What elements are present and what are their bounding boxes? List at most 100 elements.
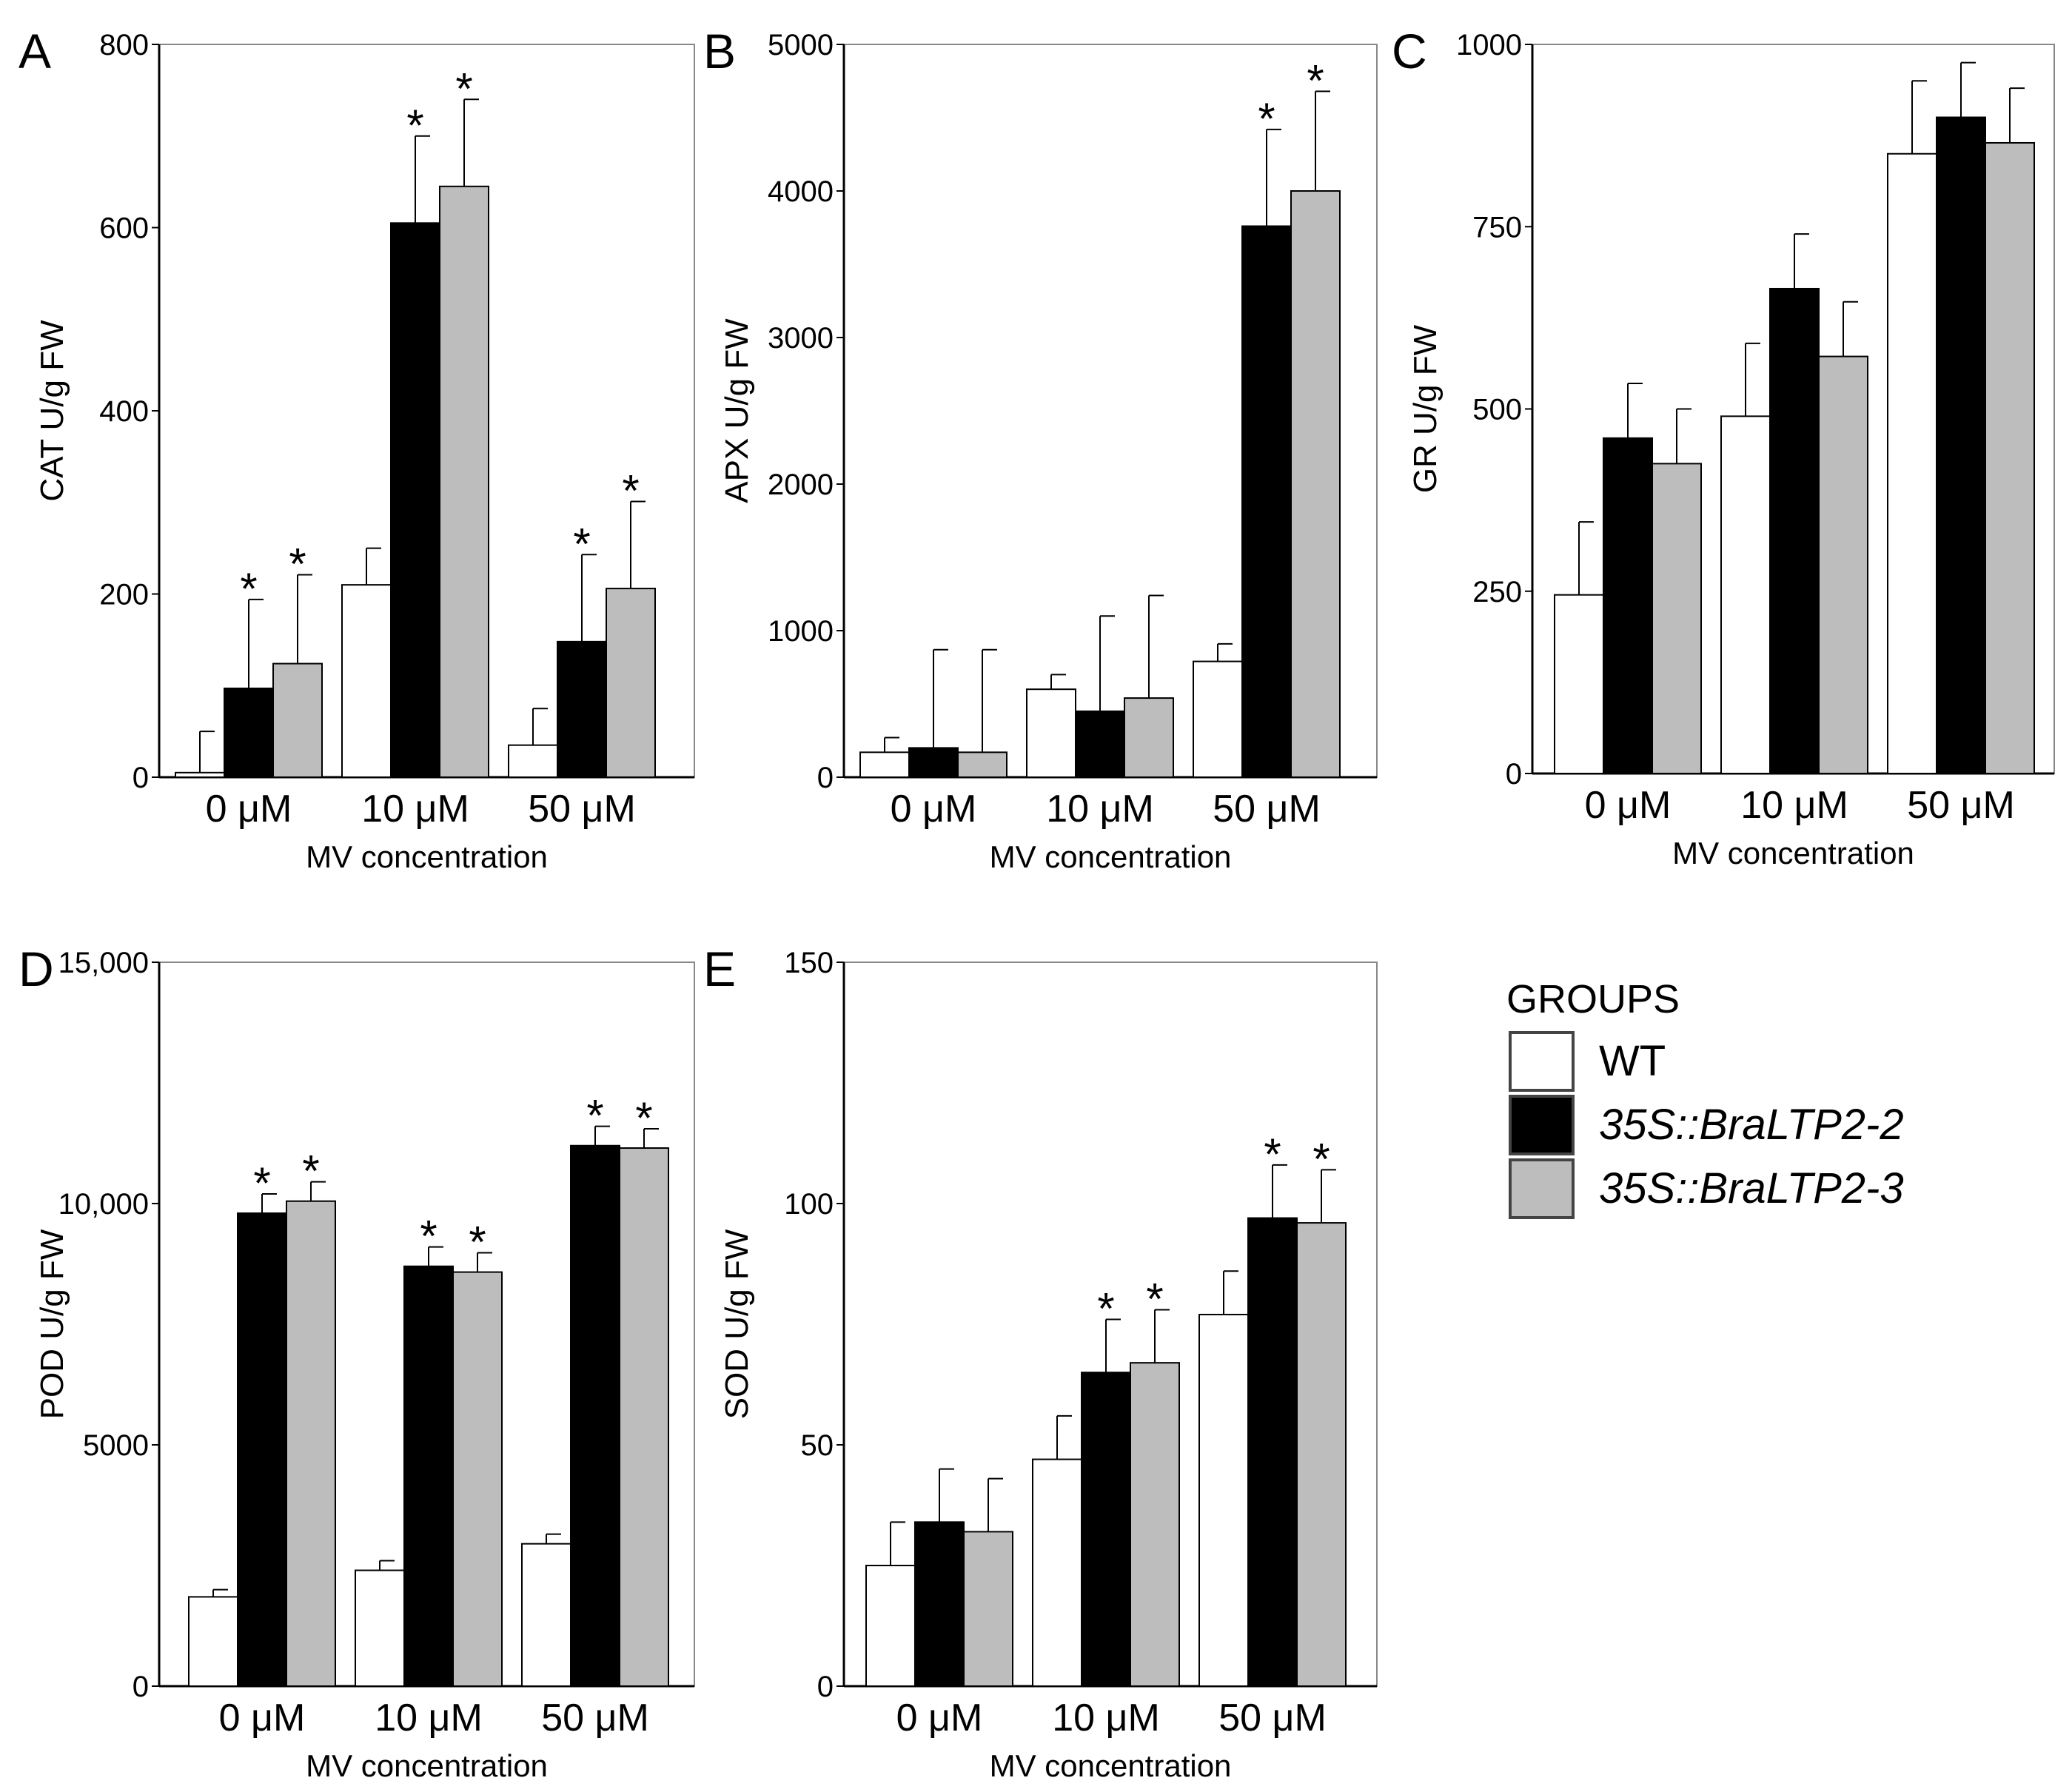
bar	[1247, 1217, 1298, 1688]
significance-star: *	[635, 1093, 652, 1143]
bar	[439, 185, 489, 778]
y-axis-title: GR U/g FW	[1407, 324, 1444, 493]
bar	[341, 584, 392, 778]
significance-star: *	[289, 540, 306, 589]
x-tick-label: 0 μM	[206, 788, 292, 830]
bar	[1985, 141, 2035, 775]
x-tick-label: 10 μM	[375, 1697, 483, 1739]
bar	[272, 662, 323, 778]
x-tick-label: 0 μM	[1585, 784, 1672, 827]
significance-star: *	[1097, 1283, 1114, 1333]
bar	[188, 1596, 238, 1687]
panel-D: 0 5000 10,000 15,000 * * * * * * 0 μM 10 μM 50 μM MV …	[19, 942, 695, 1783]
significance-star: *	[1312, 1134, 1330, 1184]
panel-C: 0 250 500 750 1000 0 μM 10 μM 50 μM MV concentra…	[1392, 24, 2055, 870]
bar	[1032, 1458, 1082, 1688]
bar	[1296, 1222, 1347, 1687]
bar	[570, 1144, 620, 1687]
panel-letter: D	[19, 942, 54, 996]
bar	[963, 1531, 1013, 1688]
bar	[914, 1521, 965, 1688]
bar	[355, 1569, 405, 1688]
legend-swatch	[1509, 1158, 1575, 1219]
bar	[1075, 710, 1125, 779]
bar	[390, 222, 440, 778]
bar	[237, 1212, 287, 1688]
significance-star: *	[420, 1212, 437, 1261]
y-tick-label: 600	[99, 212, 149, 245]
bar	[175, 771, 225, 778]
y-tick-label: 400	[99, 395, 149, 428]
bar	[286, 1200, 336, 1687]
x-tick-label: 0 μM	[891, 788, 977, 830]
bar	[606, 588, 656, 779]
x-axis-title: MV concentration	[990, 1748, 1232, 1783]
significance-star: *	[1264, 1130, 1281, 1179]
bar	[1887, 152, 1937, 774]
panels: 0 200 400 600 800 * * * * * * 0 μM 10 μM 50 μM MV conc…	[19, 24, 2055, 1783]
bar	[908, 747, 959, 779]
x-tick-label: 0 μM	[219, 1697, 306, 1739]
x-tick-label: 0 μM	[896, 1697, 983, 1739]
x-tick-label: 50 μM	[1218, 1697, 1327, 1739]
y-tick-label: 50	[801, 1429, 834, 1462]
bar	[1193, 660, 1243, 779]
x-tick-label: 50 μM	[1907, 784, 2015, 827]
x-axis-title: MV concentration	[306, 839, 548, 874]
significance-star: *	[455, 64, 472, 113]
y-tick-label: 0	[133, 762, 149, 794]
panel-letter: C	[1392, 24, 1427, 78]
bar	[1554, 594, 1604, 774]
y-tick-label: 0	[1506, 758, 1522, 791]
bar	[403, 1265, 454, 1687]
panel-letter: E	[703, 942, 736, 996]
legend-label: 35S::BraLTP2-3	[1599, 1164, 1904, 1212]
bar	[1769, 287, 1820, 775]
x-tick-label: 10 μM	[1740, 784, 1848, 827]
x-tick-label: 10 μM	[1046, 788, 1154, 830]
bar	[859, 751, 910, 779]
y-tick-label: 1000	[1456, 29, 1522, 61]
y-tick-label: 100	[784, 1188, 834, 1221]
bar	[1198, 1313, 1249, 1687]
bar	[1130, 1362, 1180, 1688]
bar	[1652, 463, 1702, 774]
significance-star: *	[406, 101, 423, 150]
bar	[224, 687, 274, 779]
y-axis-title: APX U/g FW	[719, 318, 755, 503]
bar	[557, 640, 607, 778]
y-tick-label: 5000	[83, 1429, 149, 1462]
panel-E: 0 50 100 150 * * * * 0 μM 10 μM 50 μM MV concentrat…	[703, 942, 1378, 1783]
y-tick-label: 150	[784, 947, 834, 979]
y-axis-title: CAT U/g FW	[34, 320, 70, 502]
legend-label: 35S::BraLTP2-2	[1599, 1101, 1904, 1149]
panel-letter: A	[19, 24, 51, 78]
significance-star: *	[240, 564, 257, 614]
legend-swatch	[1509, 1095, 1575, 1155]
y-tick-label: 5000	[768, 29, 834, 61]
bar	[1720, 415, 1771, 774]
significance-star: *	[573, 519, 590, 568]
y-tick-label: 4000	[768, 175, 834, 208]
panel-B: 0 1000 2000 3000 4000 5000 * * 0 μM 10 μM 50 μM MV …	[703, 24, 1378, 874]
bar	[1081, 1372, 1131, 1687]
y-axis-title: POD U/g FW	[34, 1229, 70, 1419]
bar	[508, 744, 558, 778]
y-tick-label: 800	[99, 29, 149, 61]
legend-title: GROUPS	[1506, 977, 1680, 1021]
bar	[1936, 116, 1986, 774]
panel-A: 0 200 400 600 800 * * * * * * 0 μM 10 μM 50 μM MV conc…	[19, 24, 695, 874]
significance-star: *	[253, 1158, 270, 1208]
bar	[1241, 225, 1292, 778]
significance-star: *	[1258, 94, 1275, 144]
x-tick-label: 10 μM	[361, 788, 469, 830]
bar	[452, 1271, 503, 1687]
bar	[1818, 355, 1868, 774]
bar	[865, 1565, 916, 1687]
significance-star: *	[1307, 56, 1324, 105]
legend-swatch	[1509, 1031, 1575, 1092]
panel-letter: B	[703, 24, 736, 78]
x-axis-title: MV concentration	[990, 839, 1232, 874]
bar	[1026, 688, 1076, 779]
